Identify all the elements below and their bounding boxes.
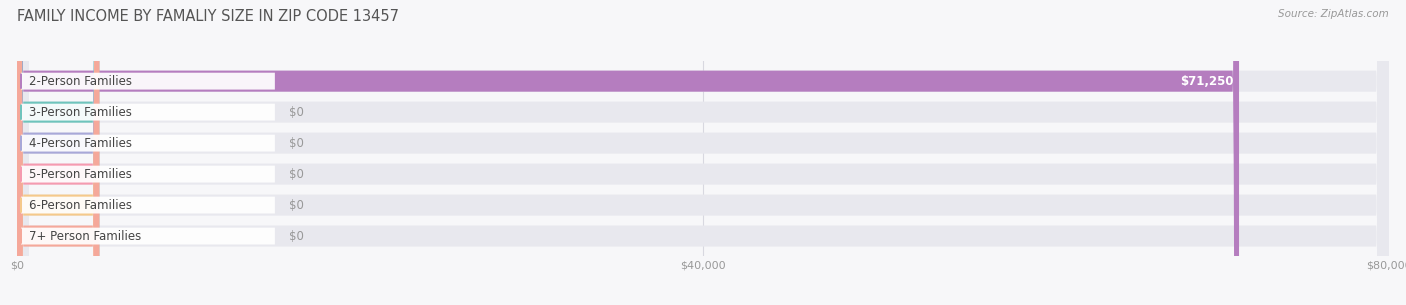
Text: $71,250: $71,250: [1180, 75, 1233, 88]
Text: $0: $0: [288, 230, 304, 242]
FancyBboxPatch shape: [17, 0, 100, 305]
FancyBboxPatch shape: [17, 0, 1389, 305]
FancyBboxPatch shape: [21, 228, 274, 245]
Text: 7+ Person Families: 7+ Person Families: [30, 230, 142, 242]
FancyBboxPatch shape: [17, 0, 1389, 305]
FancyBboxPatch shape: [17, 0, 100, 305]
Text: $0: $0: [288, 106, 304, 119]
FancyBboxPatch shape: [17, 0, 1389, 305]
Text: $0: $0: [288, 199, 304, 212]
Text: 5-Person Families: 5-Person Families: [30, 167, 132, 181]
FancyBboxPatch shape: [21, 135, 274, 152]
FancyBboxPatch shape: [17, 0, 100, 305]
Text: Source: ZipAtlas.com: Source: ZipAtlas.com: [1278, 9, 1389, 19]
FancyBboxPatch shape: [17, 0, 100, 305]
FancyBboxPatch shape: [17, 0, 1389, 305]
FancyBboxPatch shape: [17, 0, 1389, 305]
Text: FAMILY INCOME BY FAMALIY SIZE IN ZIP CODE 13457: FAMILY INCOME BY FAMALIY SIZE IN ZIP COD…: [17, 9, 399, 24]
FancyBboxPatch shape: [21, 104, 274, 120]
Text: 4-Person Families: 4-Person Families: [30, 137, 132, 150]
FancyBboxPatch shape: [17, 0, 1389, 305]
Text: $0: $0: [288, 137, 304, 150]
Text: $0: $0: [288, 167, 304, 181]
Text: 6-Person Families: 6-Person Families: [30, 199, 132, 212]
FancyBboxPatch shape: [21, 166, 274, 182]
FancyBboxPatch shape: [21, 73, 274, 90]
Text: 3-Person Families: 3-Person Families: [30, 106, 132, 119]
Text: 2-Person Families: 2-Person Families: [30, 75, 132, 88]
FancyBboxPatch shape: [21, 197, 274, 213]
FancyBboxPatch shape: [17, 0, 100, 305]
FancyBboxPatch shape: [17, 0, 1239, 305]
